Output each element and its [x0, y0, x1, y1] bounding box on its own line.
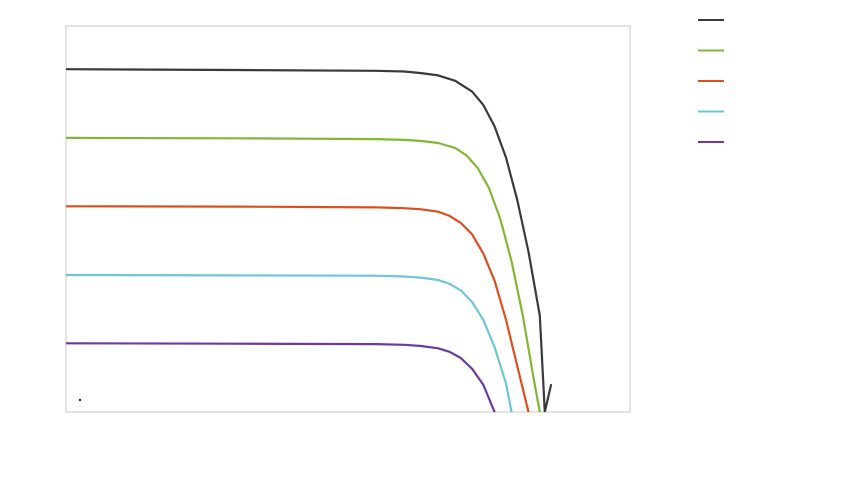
plot-area — [65, 25, 631, 413]
legend — [698, 19, 724, 143]
plot-frame — [65, 25, 631, 413]
series-line-2 — [66, 136, 541, 412]
series-lines — [66, 68, 553, 412]
marker-dot — [78, 398, 82, 402]
series-line-1 — [66, 68, 553, 412]
series-line-3 — [66, 205, 530, 412]
series-line-5 — [66, 342, 496, 412]
series-line-4 — [66, 273, 513, 412]
